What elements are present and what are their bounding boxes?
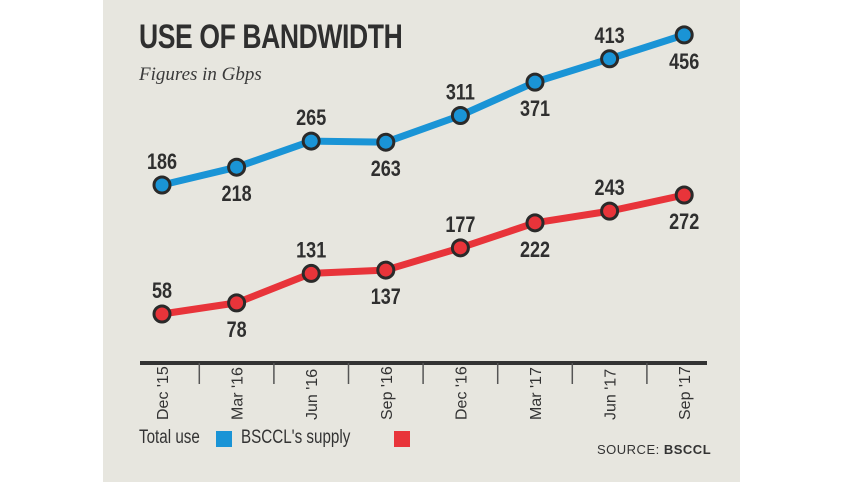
data-label: 243 bbox=[595, 177, 625, 201]
series-line bbox=[161, 31, 686, 189]
legend-swatch-total-use bbox=[216, 431, 232, 447]
data-label: 177 bbox=[445, 213, 475, 237]
data-label: 131 bbox=[296, 239, 326, 263]
data-point bbox=[376, 260, 396, 280]
data-label: 371 bbox=[520, 98, 550, 122]
data-point bbox=[152, 175, 172, 195]
x-tick-label: Sep '17 bbox=[677, 366, 694, 420]
chart-panel bbox=[103, 0, 740, 482]
x-tick-label: Jun '17 bbox=[603, 369, 620, 420]
chart-subtitle: Figures in Gbps bbox=[139, 64, 262, 85]
data-point bbox=[450, 238, 470, 258]
data-label: 456 bbox=[669, 50, 699, 74]
chart-title: USE OF BANDWIDTH bbox=[139, 18, 403, 56]
source-value: BSCCL bbox=[663, 442, 712, 457]
x-tick-label: Jun '16 bbox=[304, 369, 321, 420]
data-point bbox=[600, 201, 620, 221]
data-point bbox=[674, 25, 694, 45]
data-label: 186 bbox=[147, 150, 177, 174]
data-label: 137 bbox=[371, 285, 401, 309]
data-point bbox=[301, 131, 321, 151]
data-point bbox=[227, 293, 247, 313]
data-label: 265 bbox=[296, 106, 326, 130]
x-tick-label: Sep '16 bbox=[379, 366, 396, 420]
x-tick-label: Dec '15 bbox=[155, 366, 172, 420]
data-point bbox=[152, 304, 172, 324]
data-label: 413 bbox=[595, 24, 625, 48]
x-tick-label: Mar '17 bbox=[528, 367, 545, 420]
x-tick-label: Dec '16 bbox=[453, 366, 470, 420]
data-point bbox=[600, 49, 620, 69]
data-point bbox=[301, 263, 321, 283]
data-point bbox=[674, 185, 694, 205]
data-label: 272 bbox=[669, 210, 699, 234]
legend-swatch-bsccl-supply bbox=[394, 431, 410, 447]
source-label: SOURCE: bbox=[597, 442, 660, 457]
source-note: SOURCE: BSCCL bbox=[597, 442, 711, 457]
data-point bbox=[450, 106, 470, 125]
legend-total-use: Total use bbox=[139, 427, 200, 448]
x-tick-label: Mar '16 bbox=[230, 367, 247, 420]
data-label: 58 bbox=[152, 279, 172, 303]
data-label: 218 bbox=[222, 183, 252, 207]
data-point bbox=[525, 213, 545, 233]
data-point bbox=[376, 132, 396, 152]
data-point bbox=[525, 72, 545, 92]
data-point bbox=[227, 157, 247, 177]
data-label: 222 bbox=[520, 238, 550, 262]
series-line bbox=[161, 191, 685, 318]
data-label: 311 bbox=[446, 81, 475, 105]
legend-bsccl-supply: BSCCL's supply bbox=[241, 427, 351, 448]
data-label: 78 bbox=[227, 318, 247, 342]
data-label: 263 bbox=[371, 158, 401, 182]
